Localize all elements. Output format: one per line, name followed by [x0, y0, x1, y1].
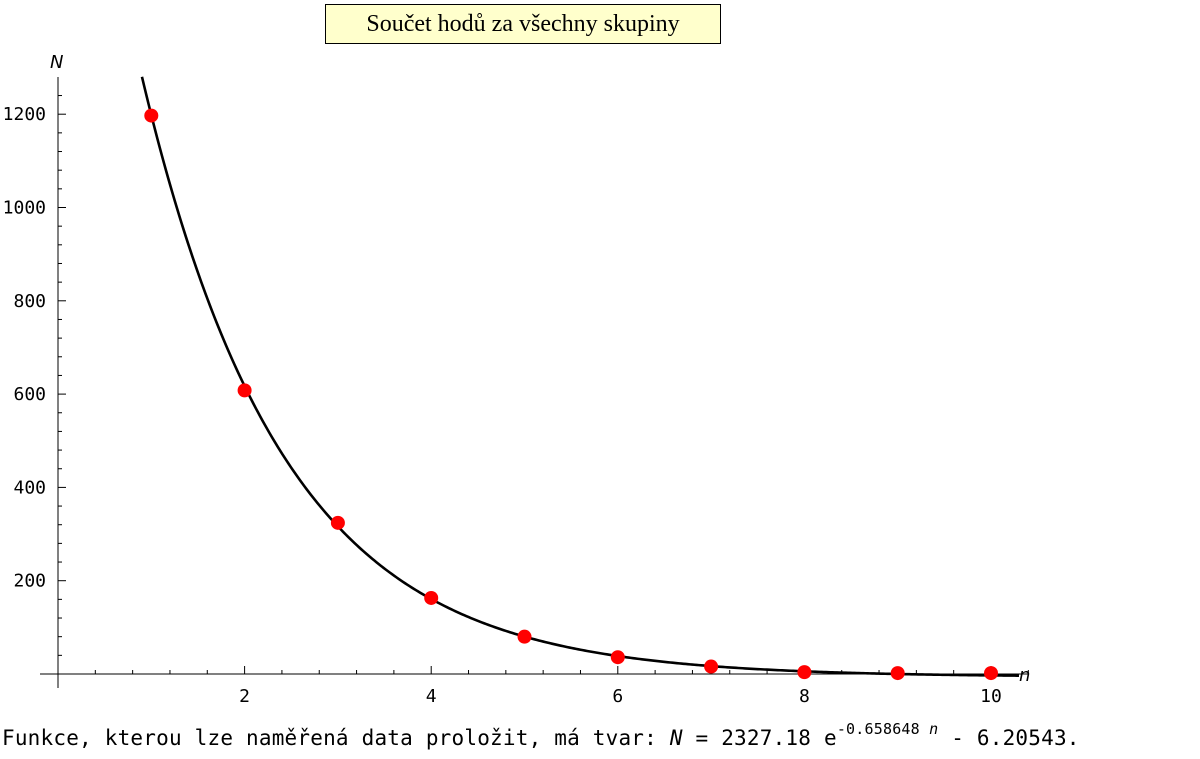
fit-curve [140, 76, 1020, 677]
data-point [517, 629, 532, 644]
x-axis-label: n [1019, 665, 1030, 686]
x-tick-label: 4 [426, 686, 437, 707]
data-point [984, 666, 998, 681]
chart-title-text: Součet hodů za všechny skupiny [366, 10, 680, 37]
x-tick-label: 8 [799, 686, 810, 707]
data-point [610, 650, 625, 665]
caption-prefix: Funkce, kterou lze naměřená data proloži… [2, 726, 670, 750]
caption-base: e [823, 726, 837, 750]
x-tick-label: 6 [612, 686, 623, 707]
data-point [890, 666, 905, 681]
data-point [424, 590, 439, 605]
ticks: 200 400 600 800 1000 1200 2 4 6 8 10 [3, 95, 1029, 707]
y-tick-label: 200 [13, 571, 46, 592]
axes [40, 77, 1029, 688]
data-point [797, 665, 812, 680]
caption-exp-num: -0.658648 [836, 720, 920, 738]
fit-formula-caption: Funkce, kterou lze naměřená data proloži… [2, 720, 1080, 758]
caption-coef: 2327.18 [721, 726, 812, 750]
x-tick-label: 10 [980, 686, 1002, 707]
data-points-layer [144, 108, 998, 681]
y-tick-label: 400 [13, 477, 46, 498]
data-point [144, 108, 159, 123]
caption-equals: = [682, 726, 722, 750]
y-tick-label: 800 [13, 291, 46, 312]
caption-exp-var: n [929, 720, 939, 738]
caption-lhs: N [669, 726, 683, 750]
x-tick-label: 2 [239, 686, 250, 707]
chart-title: Součet hodů za všechny skupiny [325, 4, 721, 44]
data-point [704, 659, 719, 674]
y-tick-label: 1200 [3, 104, 46, 125]
caption-suffix: - 6.20543. [938, 726, 1080, 750]
fit-curve-layer [140, 76, 1020, 677]
caption-exponent: -0.658648 n [837, 720, 939, 738]
data-point [237, 383, 252, 398]
y-tick-label: 1000 [3, 198, 46, 219]
data-point [330, 515, 345, 530]
y-axis-label: N [50, 52, 63, 73]
y-tick-label: 600 [13, 384, 46, 405]
